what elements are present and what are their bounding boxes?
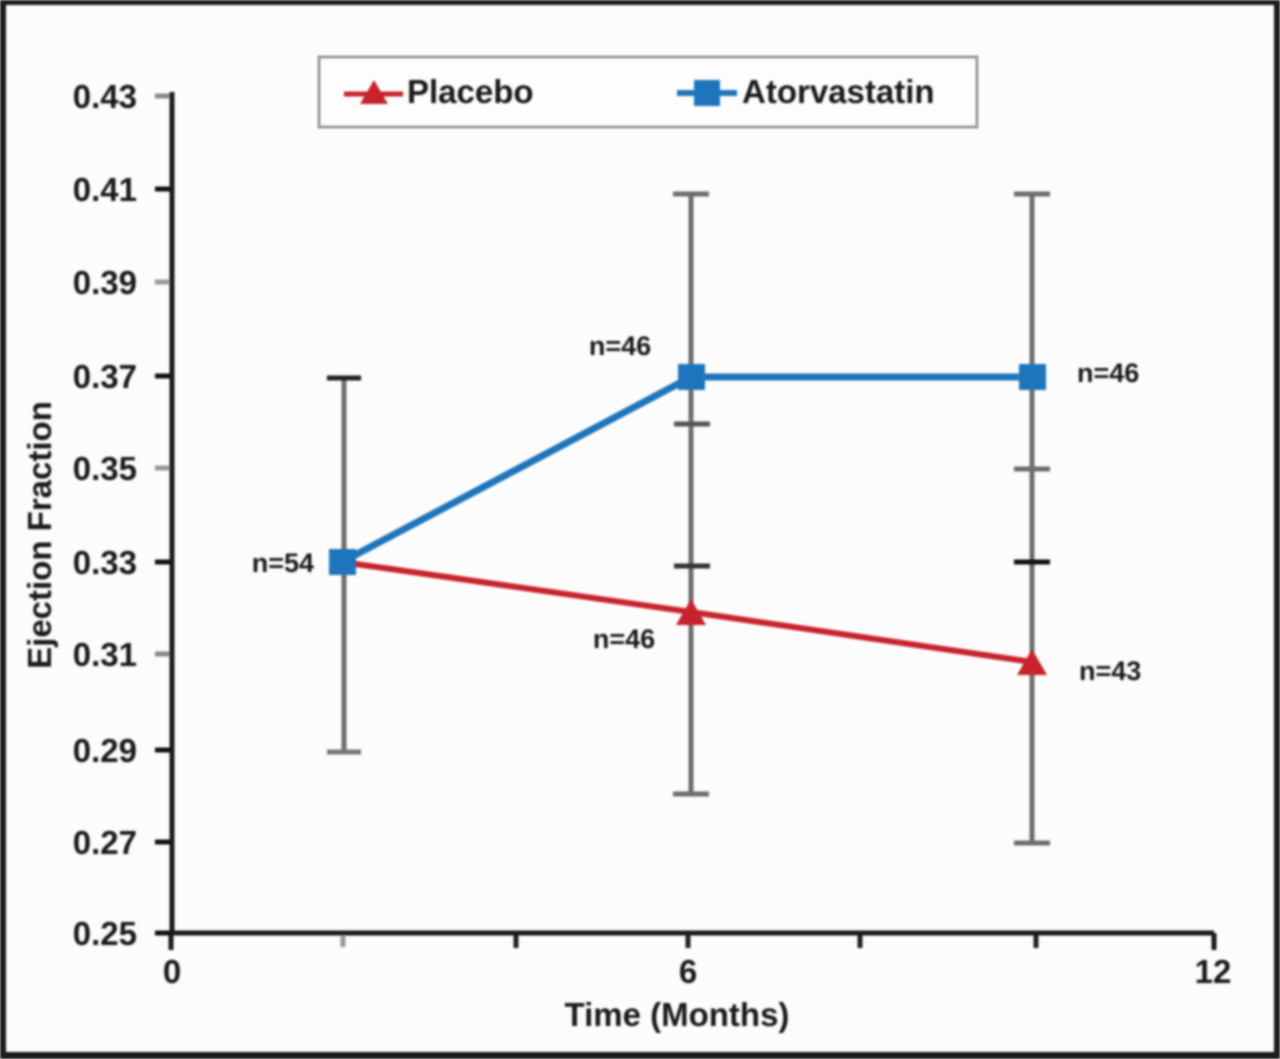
- svg-text:n=46: n=46: [593, 624, 655, 654]
- svg-text:0.27: 0.27: [73, 824, 137, 861]
- svg-text:0: 0: [163, 953, 181, 990]
- svg-text:0.39: 0.39: [73, 264, 137, 301]
- svg-text:0.37: 0.37: [73, 358, 137, 395]
- svg-text:n=46: n=46: [589, 331, 651, 361]
- svg-text:0.29: 0.29: [73, 732, 137, 769]
- svg-text:0.35: 0.35: [73, 450, 137, 487]
- svg-text:n=54: n=54: [252, 548, 314, 578]
- svg-text:0.31: 0.31: [73, 636, 137, 673]
- svg-text:Ejection Fraction: Ejection Fraction: [21, 401, 58, 669]
- svg-text:Atorvastatin: Atorvastatin: [742, 73, 935, 110]
- svg-text:6: 6: [679, 953, 697, 990]
- svg-text:0.33: 0.33: [73, 544, 137, 581]
- svg-text:n=46: n=46: [1077, 358, 1139, 388]
- svg-text:Placebo: Placebo: [407, 73, 534, 110]
- svg-text:12: 12: [1195, 953, 1232, 990]
- svg-text:0.25: 0.25: [73, 915, 137, 952]
- svg-text:Time (Months): Time (Months): [565, 996, 790, 1033]
- svg-text:0.43: 0.43: [73, 78, 137, 115]
- svg-text:n=43: n=43: [1079, 656, 1141, 686]
- svg-text:0.41: 0.41: [73, 171, 137, 208]
